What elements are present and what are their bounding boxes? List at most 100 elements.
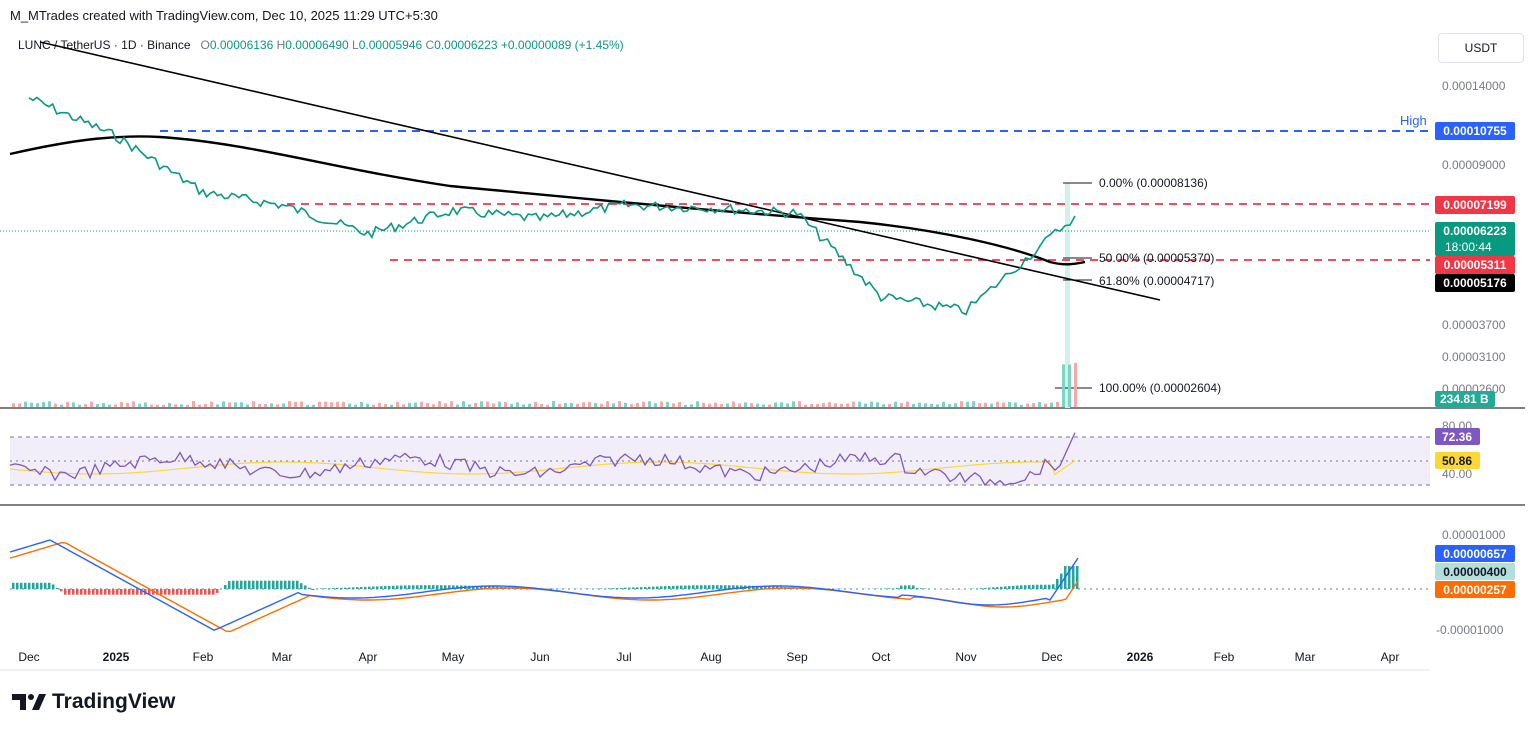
macd-hist-bar xyxy=(1032,584,1035,589)
macd-hist-bar xyxy=(692,585,695,589)
volume-bar xyxy=(900,402,903,407)
macd-hist-bar xyxy=(364,586,367,589)
macd-hist-bar xyxy=(60,589,63,592)
macd-hist-bar xyxy=(772,586,775,589)
volume-bar xyxy=(1026,403,1029,407)
macd-hist-bar xyxy=(668,586,671,589)
volume-bar xyxy=(414,402,417,407)
macd-hist-bar xyxy=(644,586,647,589)
macd-hist-bar xyxy=(652,586,655,589)
macd-hist-bar xyxy=(1076,566,1079,589)
macd-hist-bar xyxy=(160,589,163,595)
ma-value: 0.00005176 xyxy=(1443,276,1507,290)
support-value: 0.00005311 xyxy=(1444,258,1507,272)
volume-bar xyxy=(492,403,495,407)
macd-hist-bar xyxy=(488,586,491,589)
macd-hist-bar xyxy=(764,586,767,589)
macd-hist-bar xyxy=(276,580,279,589)
macd-hist-bar xyxy=(672,585,675,589)
macd-hist-bar xyxy=(248,580,251,589)
macd-hist-bar xyxy=(256,580,259,589)
macd-hist-bar xyxy=(732,585,735,589)
hist-badge xyxy=(1435,563,1515,580)
symbol-label[interactable]: LUNC / TetherUS · 1D · Binance xyxy=(18,38,191,52)
macd-hist-bar xyxy=(388,585,391,589)
macd-hist-bar xyxy=(204,589,207,595)
volume-bar xyxy=(18,403,21,407)
volume-bar xyxy=(240,402,243,407)
volume-bar xyxy=(672,403,675,407)
time-tick: Dec xyxy=(1041,650,1062,664)
macd-hist-bar xyxy=(172,589,175,595)
signal-badge xyxy=(1435,581,1515,598)
macd-hist-bar xyxy=(168,589,171,595)
volume-bar xyxy=(720,404,723,407)
macd-hist-bar xyxy=(664,586,667,589)
volume-bar xyxy=(636,403,639,407)
macd-hist-bar xyxy=(140,589,143,595)
close-value: 0.00006223 xyxy=(434,38,498,52)
macd-hist-bar xyxy=(632,587,635,589)
macd-hist-bar xyxy=(984,587,987,589)
volume-bar xyxy=(486,401,489,407)
macd-hist-bar xyxy=(188,589,191,595)
volume-bar xyxy=(774,402,777,407)
volume-bar xyxy=(576,403,579,407)
volume-bar xyxy=(942,401,945,407)
macd-hist-bar xyxy=(192,589,195,595)
macd-hist-bar xyxy=(400,585,403,589)
volume-bar xyxy=(678,402,681,407)
tradingview-logo-icon xyxy=(12,694,46,710)
time-tick: Nov xyxy=(955,650,976,664)
volume-bar xyxy=(744,402,747,407)
macd-hist-bar xyxy=(916,588,919,589)
time-tick: Jul xyxy=(616,650,631,664)
signal-value: 0.00000257 xyxy=(1443,583,1507,597)
volume-bar xyxy=(570,402,573,407)
macd-hist-bar xyxy=(36,582,39,589)
macd-hist-bar xyxy=(920,588,923,589)
macd-hist-bar xyxy=(604,588,607,589)
macd-hist-bar xyxy=(452,585,455,589)
currency-button[interactable]: USDT xyxy=(1438,33,1524,63)
volume-bar xyxy=(270,403,273,407)
volume-bar xyxy=(714,402,717,407)
volume-bar xyxy=(276,404,279,407)
countdown-timer: 18:00:44 xyxy=(1445,240,1492,254)
volume-bar xyxy=(852,401,855,407)
change-value: +0.00000089 (+1.45%) xyxy=(500,38,624,52)
volume-bar xyxy=(90,401,93,407)
macd-hist-bar xyxy=(1072,566,1075,589)
volume-bar xyxy=(456,404,459,407)
macd-hist-bar xyxy=(472,585,475,589)
macd-hist-bar xyxy=(1004,586,1007,589)
macd-hist-bar xyxy=(252,580,255,589)
volume-bar xyxy=(408,402,411,407)
macd-hist-bar xyxy=(132,589,135,595)
volume-bar xyxy=(780,402,783,407)
volume-bar xyxy=(1038,402,1041,407)
macd-hist-bar xyxy=(320,588,323,589)
volume-bar xyxy=(924,403,927,407)
macd-hist-bar xyxy=(112,589,115,595)
macd-hist-bar xyxy=(1044,584,1047,589)
high-value: 0.00006490 xyxy=(285,38,349,52)
macd-panel: 0.00001000 -0.00001000 0.00000657 0.0000… xyxy=(9,528,1515,637)
macd-hist-bar xyxy=(92,589,95,595)
volume-bar xyxy=(948,404,951,407)
volume-bar xyxy=(444,403,447,407)
macd-hist-bar xyxy=(660,586,663,589)
macd-hist-bar xyxy=(12,582,15,589)
macd-hist-bar xyxy=(980,588,983,589)
low-label: L xyxy=(352,38,359,52)
macd-hist-bar xyxy=(1000,586,1003,589)
price-panel xyxy=(0,41,1430,408)
macd-hist-bar xyxy=(32,582,35,589)
macd-hist-bar xyxy=(908,585,911,589)
volume-bar xyxy=(78,404,81,407)
volume-bar xyxy=(522,404,525,407)
volume-bar xyxy=(468,404,471,407)
volume-bar xyxy=(984,402,987,407)
volume-bar xyxy=(480,401,483,407)
